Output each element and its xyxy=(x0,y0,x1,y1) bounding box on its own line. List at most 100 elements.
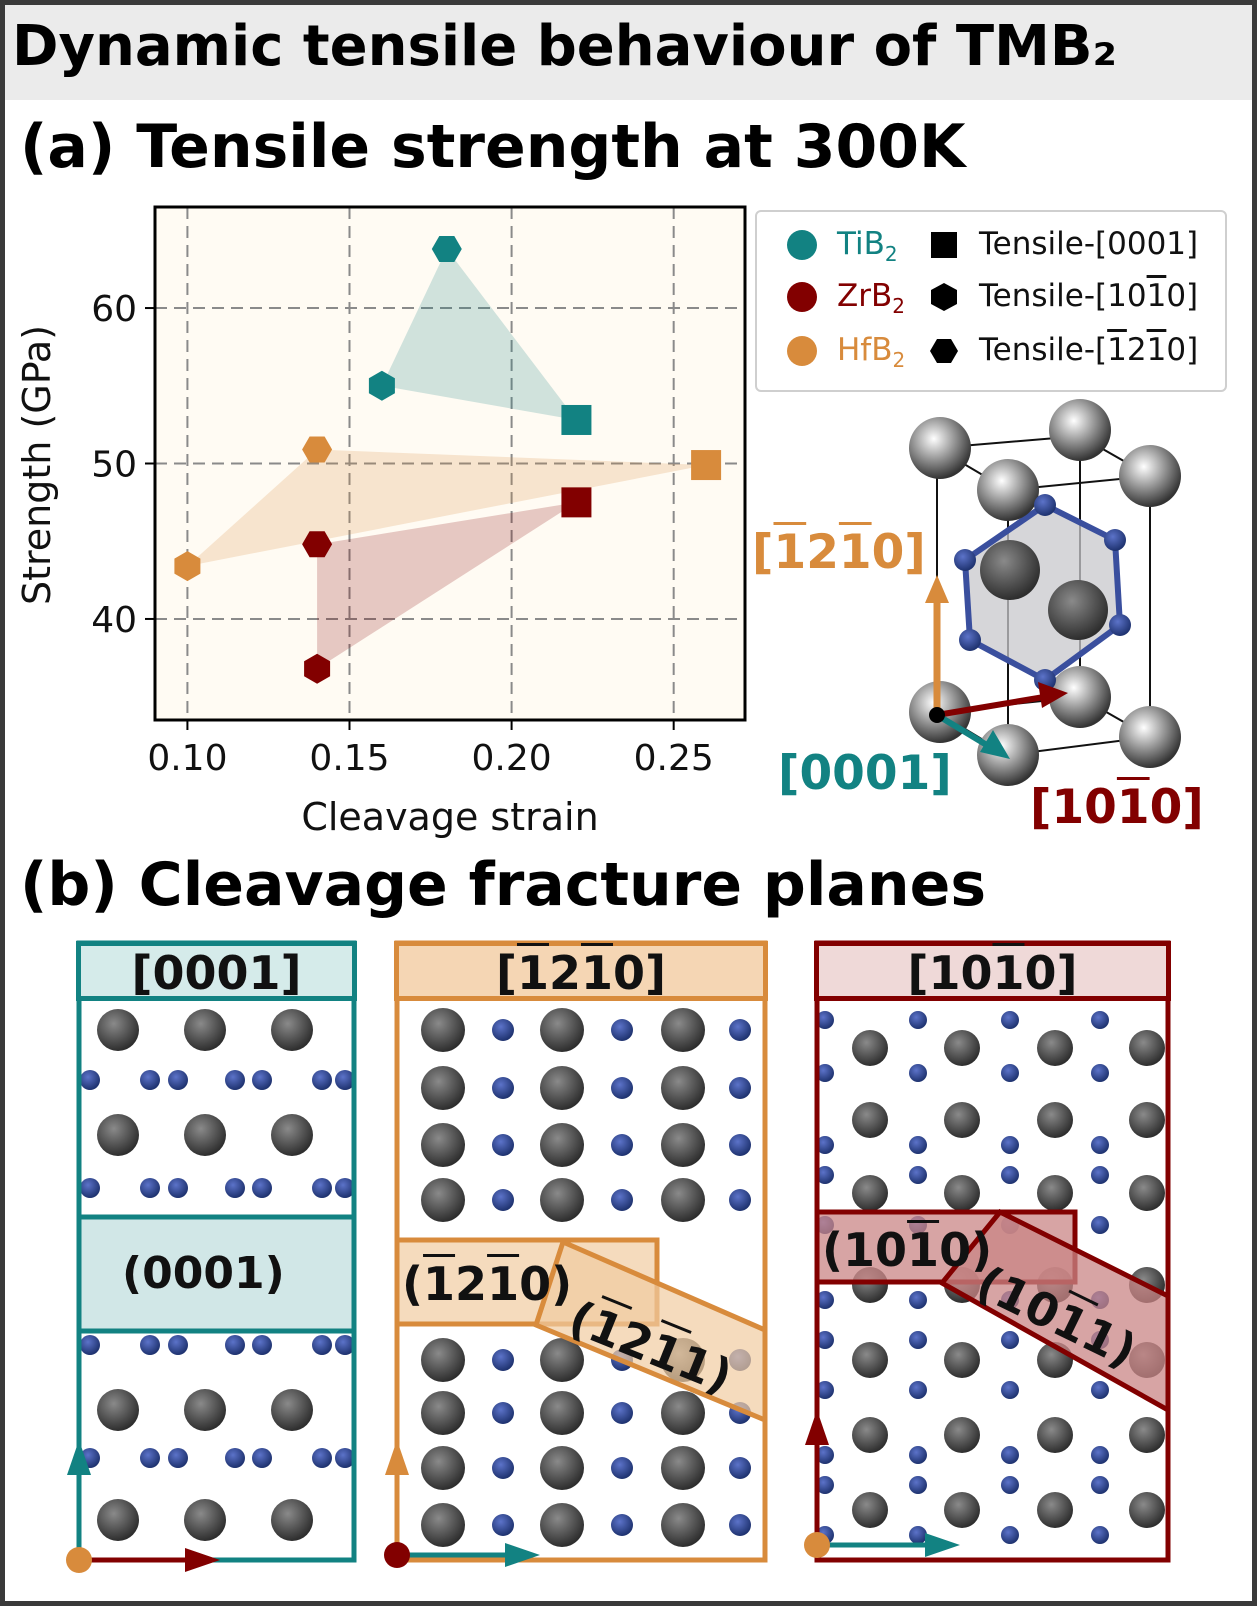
metal-atom xyxy=(97,1499,139,1541)
metal-atom xyxy=(909,417,971,479)
boron-atom xyxy=(729,1077,751,1099)
plane-label-0001: (0001) xyxy=(122,1248,285,1299)
boron-atom xyxy=(168,1448,188,1468)
metal-atom xyxy=(944,1342,980,1378)
boron-atom xyxy=(1034,494,1056,516)
boron-atom xyxy=(611,1514,633,1536)
metal-atom xyxy=(944,1175,980,1211)
legend-hexagon-icon xyxy=(931,283,957,311)
metal-atom xyxy=(944,1492,980,1528)
boron-atom xyxy=(492,1189,514,1211)
metal-atom xyxy=(421,1178,465,1222)
marker-zrb2-hexagon xyxy=(304,653,331,684)
metal-atom xyxy=(540,1446,584,1490)
area-zrb2 xyxy=(317,502,577,669)
boron-atom xyxy=(1001,1064,1019,1082)
boron-atom xyxy=(816,1381,834,1399)
metal-atom xyxy=(852,1175,888,1211)
metal-atom xyxy=(271,1389,313,1431)
unit-cell-illustration xyxy=(909,399,1181,786)
metal-atom xyxy=(661,1391,705,1435)
boron-atom xyxy=(1091,1381,1109,1399)
boron-atom xyxy=(1091,1136,1109,1154)
metal-atom xyxy=(1037,1102,1073,1138)
metal-atom xyxy=(184,1389,226,1431)
boron-atom xyxy=(252,1335,272,1355)
metal-atom xyxy=(1037,1030,1073,1066)
legend-row-1: TiB2 Tensile-[0001] xyxy=(757,222,1225,266)
boron-atom xyxy=(140,1448,160,1468)
marker-hfb2-hexagon xyxy=(174,551,201,582)
boron-atom xyxy=(335,1335,355,1355)
legend-marker-hfb2 xyxy=(787,336,817,366)
boron-atom xyxy=(729,1457,751,1479)
legend-label-hfb2: HfB2 xyxy=(837,332,906,373)
boron-atom xyxy=(312,1070,332,1090)
metal-atom xyxy=(1119,706,1181,768)
boron-atom xyxy=(492,1514,514,1536)
boron-atom xyxy=(492,1019,514,1041)
boron-atom xyxy=(816,1166,834,1184)
boron-atom xyxy=(1001,1381,1019,1399)
direction-label-0001: [0001] xyxy=(778,746,952,801)
boron-atom xyxy=(80,1070,100,1090)
unit-cell-atoms xyxy=(909,399,1181,786)
boron-atom xyxy=(611,1077,633,1099)
metal-atom xyxy=(661,1066,705,1110)
marker-zrb2-square xyxy=(561,487,592,518)
metal-atom xyxy=(1037,1492,1073,1528)
boron-atom xyxy=(1091,1476,1109,1494)
metal-atom xyxy=(271,1114,313,1156)
boron-atom xyxy=(1091,1526,1109,1544)
metal-atom xyxy=(540,1008,584,1052)
metal-atom xyxy=(421,1503,465,1547)
boron-atom xyxy=(335,1178,355,1198)
metal-atom xyxy=(1129,1030,1165,1066)
metal-atom xyxy=(271,1499,313,1541)
boron-atom xyxy=(816,1064,834,1082)
metal-atom xyxy=(184,1009,226,1051)
title-bar xyxy=(5,5,1252,100)
metal-atom xyxy=(421,1008,465,1052)
boron-atom xyxy=(312,1448,332,1468)
metal-atom xyxy=(1049,666,1111,728)
boron-atom xyxy=(252,1070,272,1090)
boron-atom xyxy=(729,1514,751,1536)
metal-atom xyxy=(852,1030,888,1066)
metal-atom xyxy=(944,1102,980,1138)
boron-atom xyxy=(140,1178,160,1198)
grid-lines xyxy=(155,207,745,720)
boron-atom xyxy=(909,1331,927,1349)
marker-tib2-square xyxy=(561,404,592,435)
metal-atom xyxy=(271,1009,313,1051)
metal-atom xyxy=(661,1008,705,1052)
boron-atom xyxy=(954,549,976,571)
plane-label-10m10: (1010) xyxy=(822,1223,993,1277)
metal-atom xyxy=(1119,445,1181,507)
boron-atom xyxy=(225,1178,245,1198)
direction-label-m12m10: [1210] xyxy=(752,525,926,580)
boron-atom xyxy=(1001,1446,1019,1464)
boron-atom xyxy=(611,1457,633,1479)
x-tick-label: 0.15 xyxy=(309,738,389,779)
metal-atom xyxy=(540,1338,584,1382)
boron-atom xyxy=(909,1381,927,1399)
metal-atom xyxy=(661,1503,705,1547)
direction-label-10m10: [1010] xyxy=(1030,780,1204,835)
boron-atom xyxy=(312,1178,332,1198)
panel-10m10 xyxy=(804,940,1171,1563)
metal-atom xyxy=(421,1446,465,1490)
boron-atom xyxy=(816,1011,834,1029)
y-tick-label: 60 xyxy=(91,289,137,330)
metal-atom xyxy=(977,724,1039,786)
chart-legend: TiB2 Tensile-[0001] ZrB2 Tensile-[1010] … xyxy=(755,210,1227,392)
panel-10m10-header: [1010] xyxy=(814,941,1171,1001)
section-b-title: (b) Cleavage fracture planes xyxy=(20,850,987,920)
metal-atom xyxy=(97,1389,139,1431)
panel-0001-header: [0001] xyxy=(76,941,357,1001)
boron-atom xyxy=(1001,1331,1019,1349)
axis-arrows xyxy=(925,575,1068,759)
metal-atom xyxy=(1037,1175,1073,1211)
boron-atom xyxy=(611,1402,633,1424)
legend-tensile-10m10: Tensile-[1010] xyxy=(979,278,1199,314)
